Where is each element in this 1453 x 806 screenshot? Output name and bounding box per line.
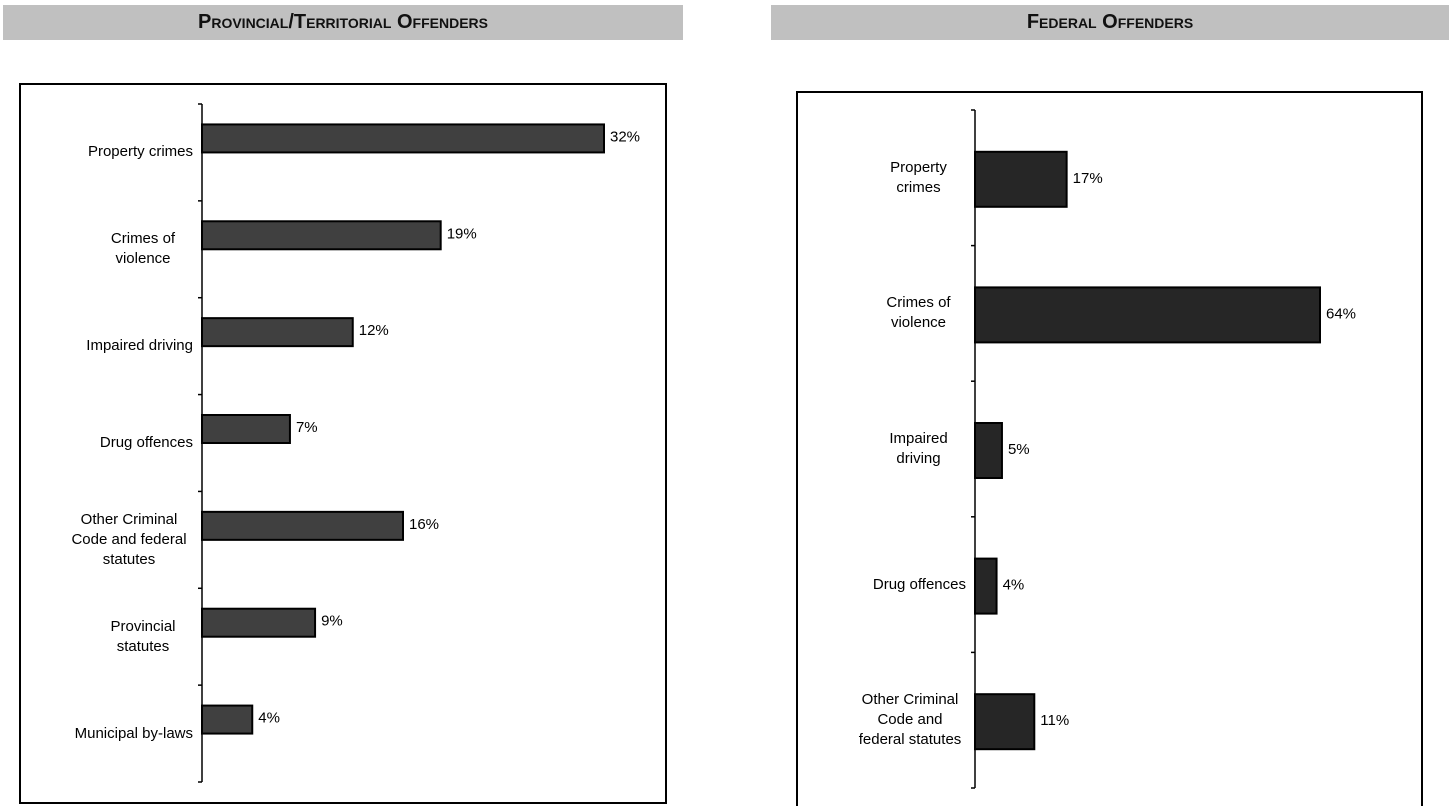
category-label: Provincial statutes xyxy=(110,617,176,655)
bar xyxy=(974,557,998,615)
value-label: 19% xyxy=(447,225,477,242)
category-label: Crimes of violence xyxy=(110,230,176,268)
panel-title: Federal Offenders xyxy=(771,5,1449,40)
bar xyxy=(974,422,1003,479)
bar xyxy=(201,220,442,251)
category-label: Crimes of violence xyxy=(886,294,951,332)
category-label: Property crimes xyxy=(890,158,947,196)
bar xyxy=(201,414,291,444)
panel-title: Provincial/Territorial Offenders xyxy=(3,5,683,40)
value-label: 5% xyxy=(1008,441,1030,458)
value-label: 7% xyxy=(296,419,318,436)
category-label: Property crimes xyxy=(87,143,193,161)
plot-frame xyxy=(796,91,1423,806)
bar xyxy=(974,286,1321,344)
category-label: Drug offences xyxy=(99,434,193,451)
bar xyxy=(201,510,404,541)
value-label: 4% xyxy=(1003,577,1025,594)
bar xyxy=(201,317,354,348)
value-label: 32% xyxy=(610,128,640,145)
value-label: 9% xyxy=(321,613,343,630)
plot-frame xyxy=(19,83,667,804)
category-label: Impaired driving xyxy=(889,430,948,467)
bar xyxy=(201,607,317,638)
category-label: Drug offences xyxy=(872,575,966,593)
category-label: Municipal by-laws xyxy=(74,724,193,742)
value-label: 64% xyxy=(1326,305,1356,322)
value-label: 16% xyxy=(409,516,439,533)
bar xyxy=(974,150,1068,208)
value-label: 11% xyxy=(1040,712,1069,729)
value-label: 17% xyxy=(1073,170,1103,187)
value-label: 12% xyxy=(359,322,389,339)
category-label: Other Criminal Code and federal statutes xyxy=(858,691,962,749)
value-label: 4% xyxy=(258,710,280,727)
bar xyxy=(974,693,1036,751)
bar xyxy=(201,704,254,735)
category-label: Impaired driving xyxy=(86,337,193,355)
category-label: Other Criminal Code and federal statutes xyxy=(71,510,187,568)
bar xyxy=(201,123,605,154)
